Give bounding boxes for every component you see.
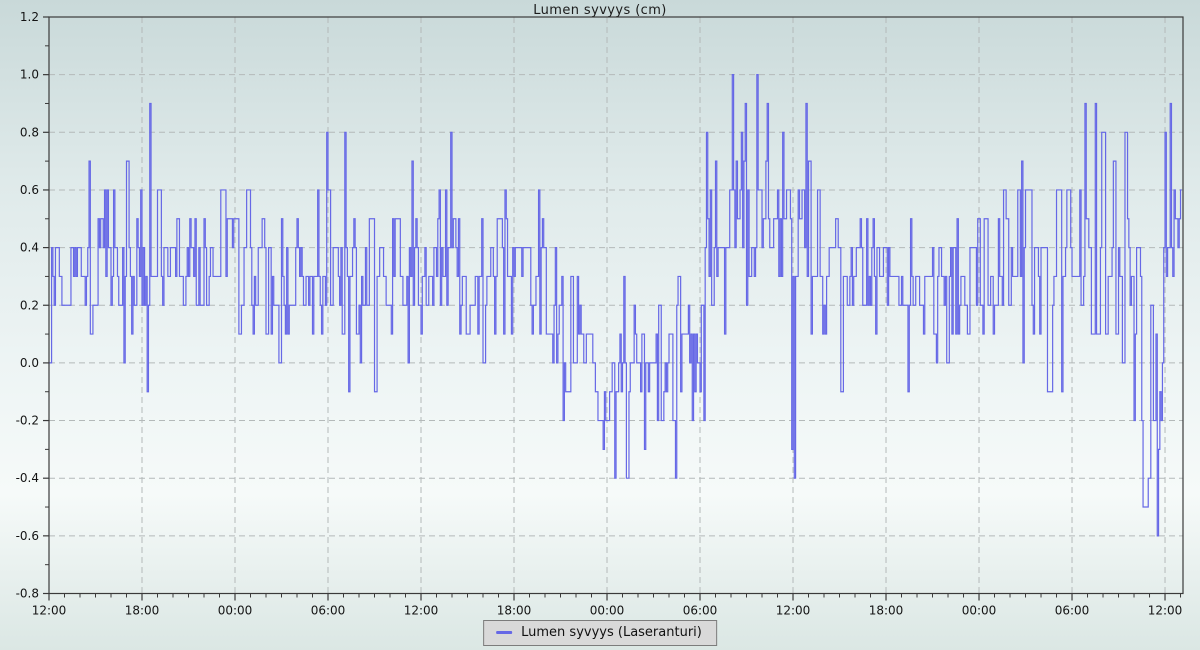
x-tick-label: 00:00 [590, 604, 625, 618]
y-tick-label: -0.8 [16, 587, 39, 601]
x-tick-label: 00:00 [218, 604, 253, 618]
x-tick-label: 00:00 [962, 604, 997, 618]
y-tick-label: 0.4 [20, 241, 39, 255]
chart-title: Lumen syvyys (cm) [533, 3, 667, 18]
x-tick-label: 12:00 [32, 604, 67, 618]
y-tick-label: 1.2 [20, 10, 39, 24]
y-tick-label: -0.4 [16, 471, 39, 485]
legend: Lumen syvyys (Laseranturi) [483, 620, 717, 646]
x-tick-label: 18:00 [125, 604, 160, 618]
legend-line-sample-icon [496, 631, 513, 634]
y-tick-label: 0.0 [20, 356, 39, 370]
x-tick-label: 12:00 [404, 604, 439, 618]
y-tick-label: 1.0 [20, 68, 39, 82]
plot-border [48, 16, 1184, 595]
x-tick-label: 12:00 [776, 604, 811, 618]
x-tick-label: 12:00 [1148, 604, 1183, 618]
y-tick-label: 0.6 [20, 183, 39, 197]
y-tick-label: 0.8 [20, 125, 39, 139]
y-tick-label: -0.2 [16, 414, 39, 428]
x-tick-label: 06:00 [311, 604, 346, 618]
x-tick-label: 18:00 [497, 604, 532, 618]
x-tick-label: 18:00 [869, 604, 904, 618]
y-tick-label: 0.2 [20, 298, 39, 312]
x-tick-label: 06:00 [1055, 604, 1090, 618]
legend-label: Lumen syvyys (Laseranturi) [521, 625, 702, 640]
x-tick-label: 06:00 [683, 604, 718, 618]
y-tick-label: -0.6 [16, 529, 39, 543]
series-line-lumen-syvyys [49, 74, 1182, 537]
